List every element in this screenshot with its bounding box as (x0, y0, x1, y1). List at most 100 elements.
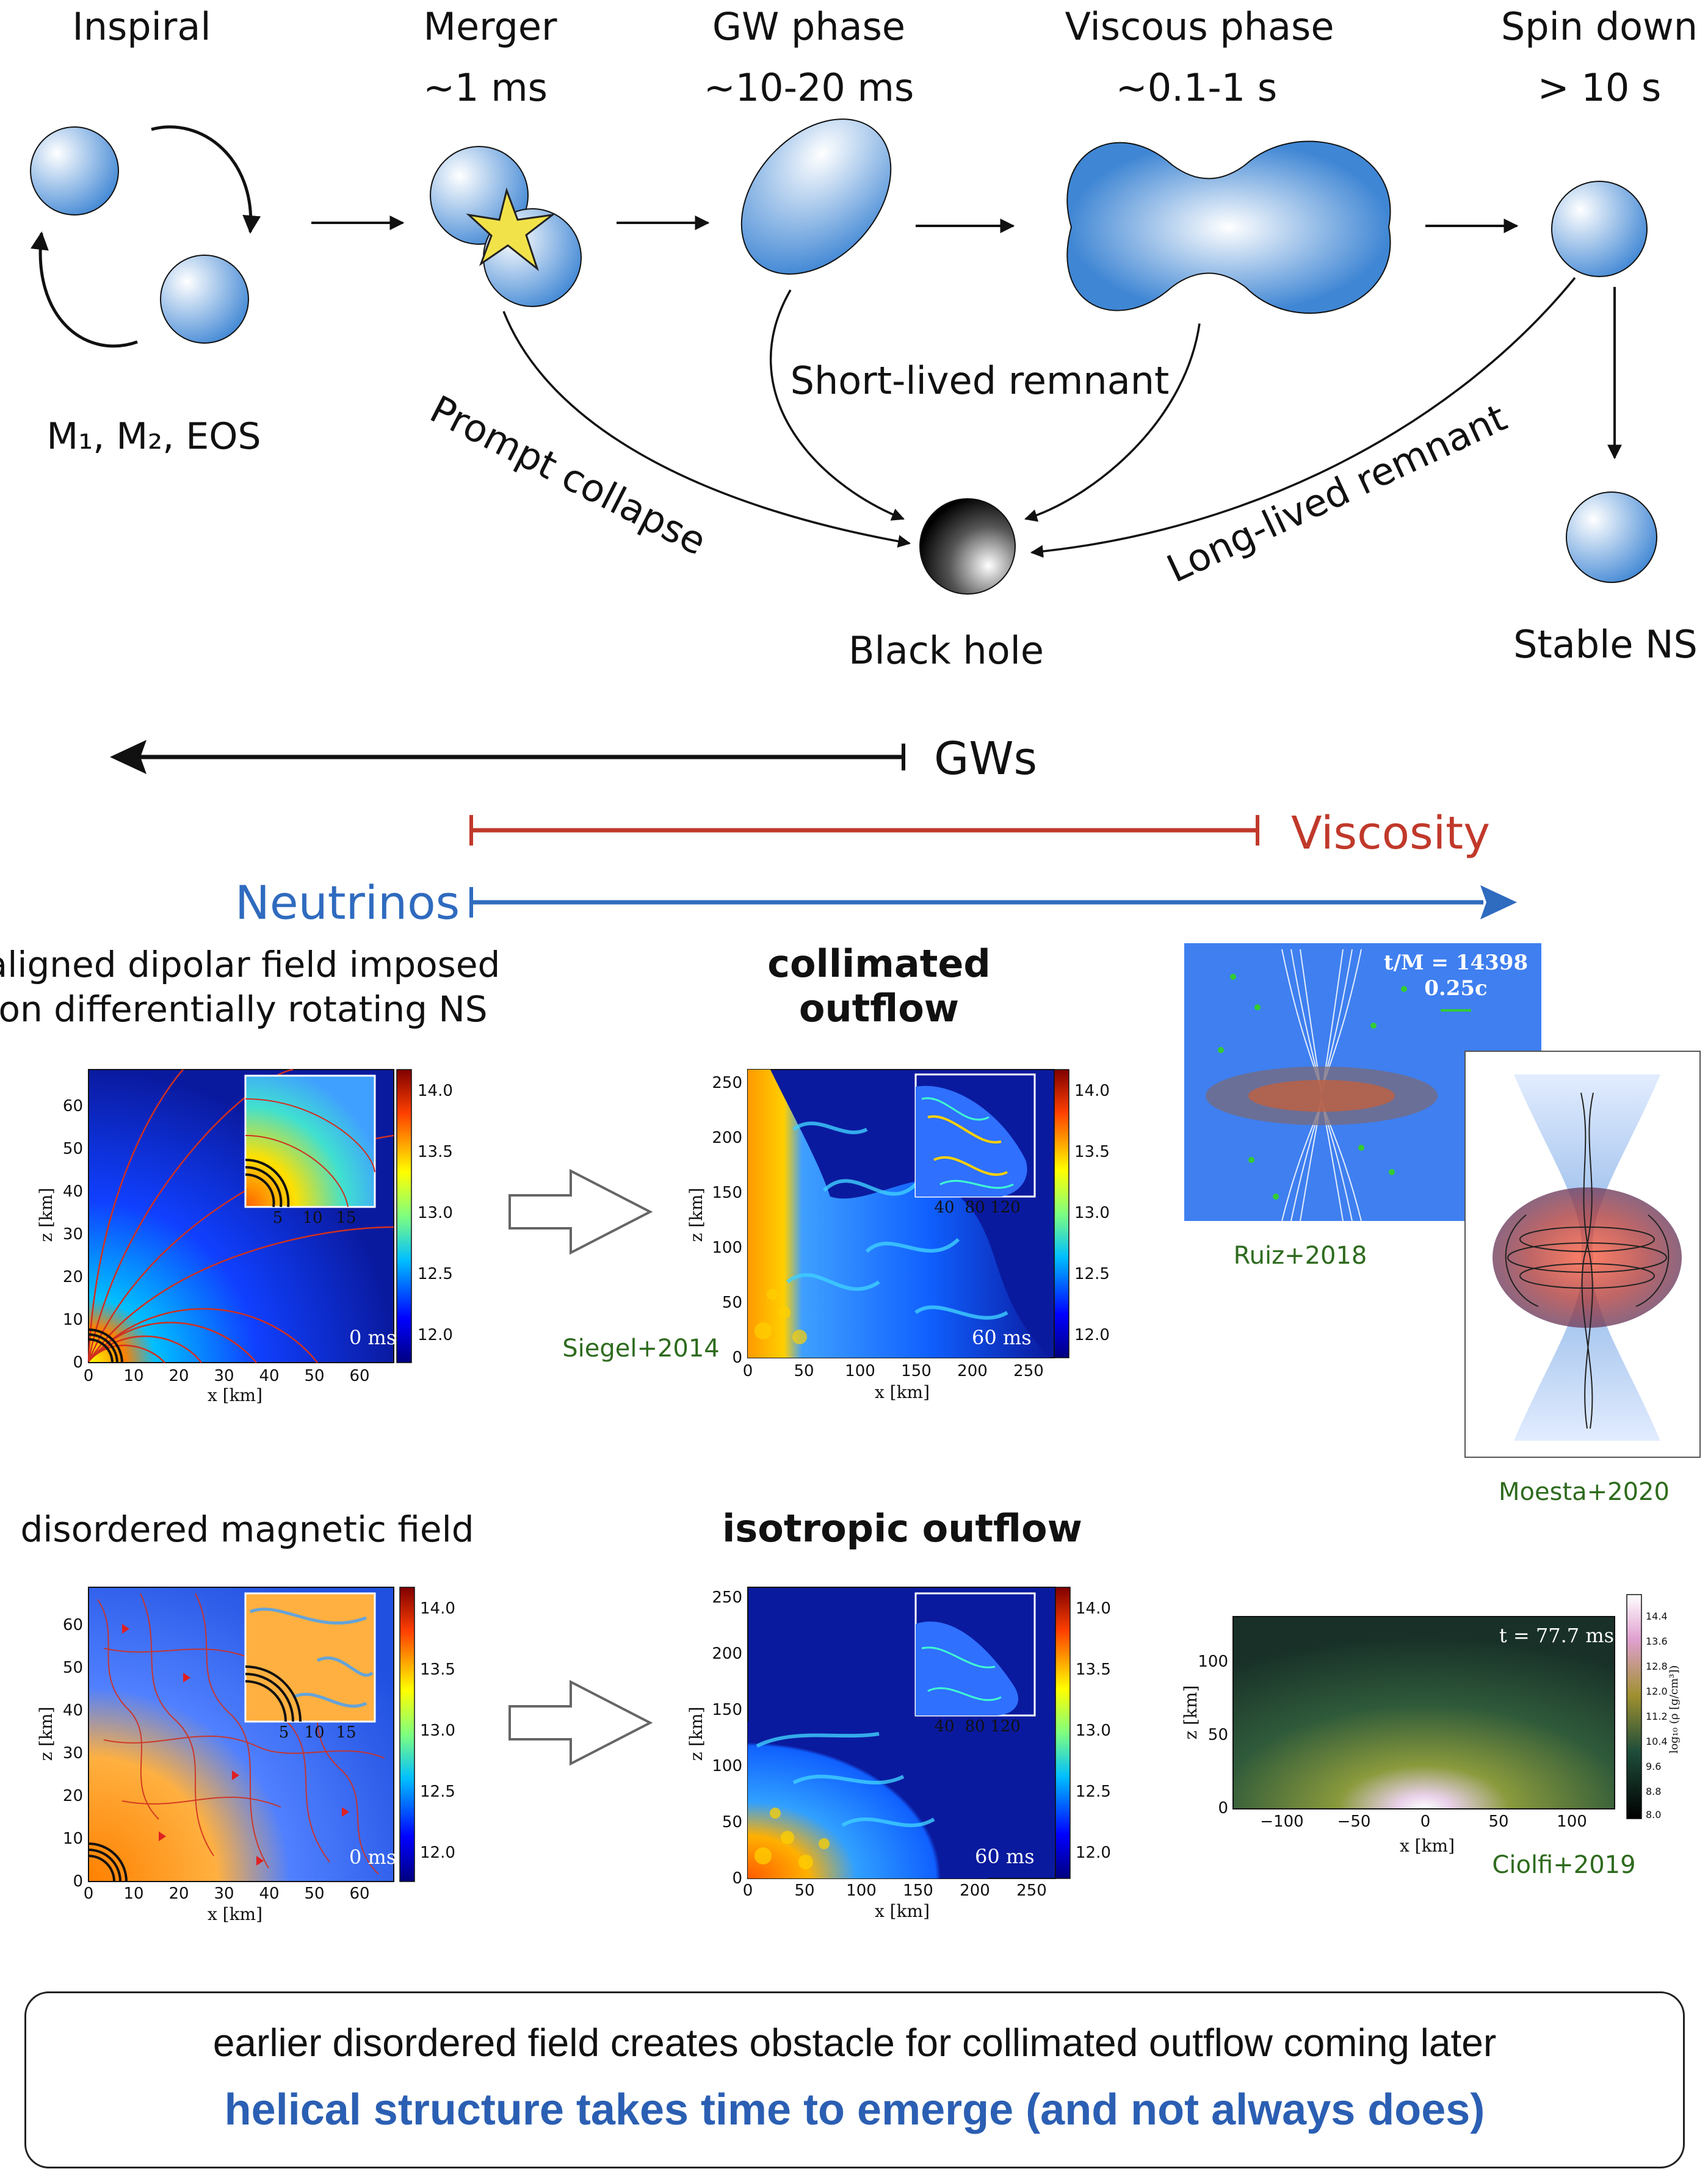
plot1-time: 0 ms (349, 1326, 396, 1349)
hollow-arrow-row1 (508, 1168, 653, 1255)
plot3-cbar-tick-0: 14.0 (420, 1599, 455, 1618)
plot1-ztick-4: 40 (63, 1183, 83, 1201)
plot2-xtick-5: 250 (1013, 1362, 1044, 1380)
plot1-xtick-0: 0 (84, 1367, 94, 1385)
row2-left-title: disordered magnetic field (20, 1509, 474, 1550)
plot3-xlabel: x [km] (208, 1904, 262, 1924)
plot4-inset-tick-2: 80 (964, 1717, 985, 1736)
plot3-time: 0 ms (349, 1846, 396, 1869)
plot4-time: 60 ms (975, 1845, 1035, 1868)
plot2-cbar-tick-4: 12.0 (1074, 1326, 1110, 1344)
plot4-cbar-tick-4: 12.0 (1076, 1844, 1111, 1862)
ciolfi-panel: t = 77.7 ms −100 −50 0 50 100 0 50 100 x… (1181, 1594, 1681, 1856)
plot3-ztick-2: 20 (63, 1787, 83, 1805)
plot3-xtick-1: 10 (123, 1885, 143, 1903)
plot3-cbar-tick-1: 13.5 (420, 1661, 455, 1679)
plot2-ztick-5: 250 (712, 1074, 742, 1092)
plot1-xtick-1: 10 (123, 1367, 143, 1385)
ciolfi-colorbar (1626, 1594, 1642, 1819)
plot1-ztick-2: 20 (63, 1268, 83, 1286)
inspiral-params: M₁, M₂, EOS (46, 415, 261, 458)
plot1-ztick-3: 30 (63, 1225, 83, 1244)
plot2-ztick-0: 0 (732, 1349, 742, 1367)
process-timeline: GWs Viscosity Neutrinos (110, 733, 1517, 930)
inspiral-star-2 (160, 255, 249, 344)
plot4-xtick-2: 100 (846, 1882, 877, 1900)
plot2-inset-tick-3: 120 (990, 1198, 1021, 1217)
plot2-cbar-tick-2: 13.0 (1074, 1204, 1110, 1222)
plot1-cbar-tick-4: 12.0 (418, 1326, 453, 1344)
orbit-arrow-upper (151, 125, 261, 234)
ciolfi-cbar-label: log₁₀ (ρ [g/cm³]) (1668, 1665, 1681, 1754)
black-hole-icon (919, 498, 1016, 595)
merger-flash-icon (466, 187, 556, 272)
plot1-colorbar (396, 1069, 412, 1363)
neutrinos-label: Neutrinos (235, 875, 460, 930)
plot4-cbar-tick-1: 13.5 (1076, 1661, 1111, 1679)
ciolfi-cbar-tick-0: 14.4 (1646, 1610, 1668, 1622)
plot4-xtick-4: 200 (960, 1882, 990, 1900)
plot2-cbar-tick-3: 12.5 (1074, 1265, 1110, 1283)
row1-right-title-line1: collimated (767, 941, 991, 986)
stable-ns-label: Stable NS (1513, 622, 1698, 667)
plot4-inset-tick-3: 120 (990, 1717, 1021, 1736)
plot4-cbar-tick-2: 13.0 (1076, 1722, 1111, 1740)
spindown-star (1551, 181, 1648, 277)
ciolfi-ztick-1: 50 (1208, 1726, 1228, 1744)
plot1-cbar-tick-3: 12.5 (418, 1265, 453, 1283)
plot2-colorbar (1054, 1069, 1069, 1358)
plot1-inset-tick-1: 5 (273, 1209, 283, 1227)
short-lived-arrow-visc (1024, 323, 1201, 522)
plot4-ztick-4: 200 (712, 1645, 742, 1663)
ciolfi-cbar-tick-5: 10.4 (1646, 1736, 1668, 1747)
stage-title-inspiral: Inspiral (72, 4, 211, 49)
plot3-colorbar (399, 1587, 415, 1882)
plot1-cbar-tick-1: 13.5 (418, 1143, 453, 1161)
plot4-ztick-3: 150 (712, 1701, 742, 1719)
ciolfi-cbar-tick-8: 8.0 (1646, 1809, 1661, 1820)
plot-dipolar-0ms: 5 10 15 0 ms 0 10 20 30 40 50 60 0 10 20… (36, 1068, 453, 1405)
plot2-inset-tick-1: 40 (934, 1198, 954, 1217)
plot2-cbar-tick-0: 14.0 (1074, 1082, 1110, 1100)
plot2-inset-tick-2: 80 (964, 1198, 985, 1217)
black-hole-label: Black hole (849, 628, 1044, 673)
stage-time-viscous: ~0.1-1 s (1116, 65, 1277, 110)
plot4-ztick-1: 50 (722, 1813, 742, 1831)
plot3-xtick-0: 0 (84, 1885, 94, 1903)
plot1-xtick-6: 60 (349, 1367, 369, 1385)
long-lived-label: Long-lived remnant (1160, 395, 1513, 592)
stage-title-spindown: Spin down (1501, 4, 1698, 49)
stage-title-gw: GW phase (712, 4, 905, 49)
plot3-inset-tick-3: 15 (336, 1723, 356, 1742)
plot2-ztick-3: 150 (712, 1184, 742, 1202)
plot2-zlabel: z [km] (686, 1187, 706, 1242)
conclusion-line1: earlier disordered field creates obstacl… (212, 2021, 1497, 2065)
stage-time-gw: ~10-20 ms (704, 65, 914, 110)
plot2-xtick-0: 0 (743, 1362, 753, 1380)
ciolfi-zlabel: z [km] (1181, 1685, 1201, 1739)
viscous-phase-remnant (1066, 140, 1391, 314)
ciolfi-cbar-tick-4: 11.2 (1646, 1711, 1668, 1722)
plot3-xtick-5: 50 (304, 1885, 324, 1903)
plot2-xtick-4: 200 (957, 1362, 988, 1380)
ruiz-time: t/M = 14398 (1384, 951, 1528, 975)
ciolfi-ztick-2: 100 (1198, 1653, 1228, 1671)
plot1-ztick-0: 0 (73, 1353, 83, 1372)
ref-ciolfi: Ciolfi+2019 (1492, 1851, 1635, 1879)
ciolfi-xtick-0: −100 (1260, 1813, 1303, 1831)
plot4-zlabel: z [km] (686, 1706, 706, 1761)
ciolfi-cbar-tick-2: 12.8 (1646, 1661, 1668, 1672)
plot4-ztick-2: 100 (712, 1757, 742, 1775)
plot1-xtick-4: 40 (259, 1367, 279, 1385)
plot4-ztick-5: 250 (712, 1588, 742, 1607)
viscosity-label: Viscosity (1291, 807, 1490, 860)
ciolfi-time: t = 77.7 ms (1499, 1624, 1614, 1647)
plot1-ztick-5: 50 (63, 1140, 83, 1158)
row1-right-title-line2: outflow (799, 986, 959, 1031)
plot1-xlabel: x [km] (208, 1385, 262, 1405)
ciolfi-ztick-0: 0 (1218, 1799, 1228, 1817)
stage-time-merger: ~1 ms (423, 65, 548, 110)
ciolfi-cbar-tick-1: 13.6 (1646, 1635, 1668, 1647)
gws-arrowhead (110, 740, 147, 774)
plot2-xtick-3: 150 (901, 1362, 932, 1380)
